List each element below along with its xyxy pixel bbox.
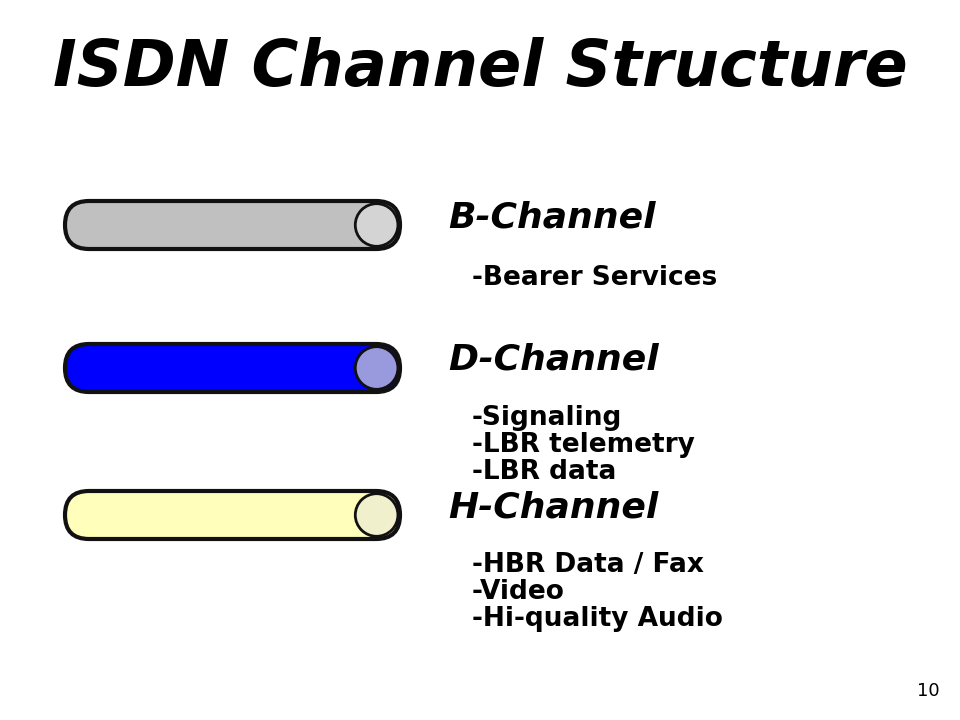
Text: ISDN Channel Structure: ISDN Channel Structure bbox=[53, 37, 907, 99]
Text: -Bearer Services: -Bearer Services bbox=[472, 265, 717, 291]
FancyBboxPatch shape bbox=[65, 201, 400, 249]
Text: -Hi-quality Audio: -Hi-quality Audio bbox=[472, 606, 723, 632]
Text: -LBR telemetry: -LBR telemetry bbox=[472, 432, 695, 458]
Text: 10: 10 bbox=[918, 682, 940, 700]
FancyBboxPatch shape bbox=[65, 344, 400, 392]
Text: -LBR data: -LBR data bbox=[472, 459, 616, 485]
Text: -Signaling: -Signaling bbox=[472, 405, 622, 431]
Text: -Video: -Video bbox=[472, 579, 564, 605]
Circle shape bbox=[355, 204, 398, 246]
Text: B-Channel: B-Channel bbox=[448, 201, 656, 235]
FancyBboxPatch shape bbox=[65, 491, 400, 539]
Text: H-Channel: H-Channel bbox=[448, 491, 659, 525]
Text: -HBR Data / Fax: -HBR Data / Fax bbox=[472, 552, 704, 578]
Circle shape bbox=[355, 347, 398, 390]
Circle shape bbox=[355, 494, 398, 536]
Text: D-Channel: D-Channel bbox=[448, 343, 659, 377]
